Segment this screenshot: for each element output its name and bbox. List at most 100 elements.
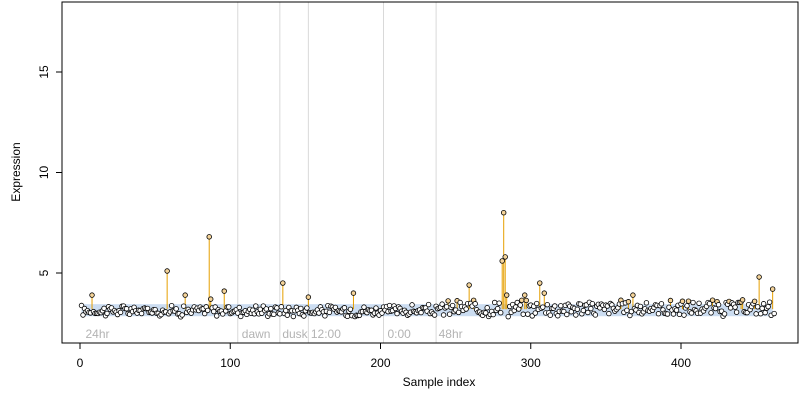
sample-point (733, 309, 740, 315)
sample-point (499, 258, 505, 264)
y-tick-label: 5 (37, 269, 51, 276)
sample-point (221, 288, 227, 294)
sample-point (494, 305, 501, 312)
sample-point (214, 313, 220, 319)
x-tick-label: 0 (77, 356, 84, 370)
sample-point (226, 304, 232, 310)
sample-point (577, 301, 584, 307)
sample-point (274, 305, 280, 311)
sample-point (690, 299, 696, 306)
sample-point (455, 309, 462, 316)
sample-point (544, 301, 550, 308)
sample-point (637, 303, 644, 310)
sample-point (484, 305, 490, 311)
sample-point (585, 309, 591, 316)
sample-point (182, 292, 188, 298)
sample-point (446, 311, 453, 317)
sample-point (606, 310, 612, 317)
region-label: dusk (282, 327, 308, 341)
x-tick-label: 100 (220, 356, 240, 370)
sample-point (491, 299, 498, 306)
sample-point (592, 312, 599, 318)
sample-point (168, 303, 175, 309)
sample-points (78, 209, 777, 320)
sample-point (534, 300, 540, 307)
sample-point (466, 282, 472, 288)
sample-point (580, 307, 587, 314)
sample-point (425, 301, 432, 308)
sample-point (751, 298, 758, 305)
sample-point (520, 311, 526, 317)
sample-point (278, 304, 285, 310)
sample-point (440, 312, 447, 318)
sample-point (431, 312, 438, 318)
sample-point (759, 305, 765, 312)
sample-point (504, 292, 510, 298)
sample-point (679, 298, 686, 304)
sample-point (673, 307, 680, 313)
sample-point (706, 300, 713, 307)
sample-point (540, 304, 546, 310)
sample-point (490, 311, 496, 318)
sample-point (80, 312, 86, 318)
sample-point (332, 304, 339, 311)
sample-point (104, 310, 110, 317)
sample-point (573, 312, 579, 318)
sample-point (574, 306, 581, 312)
sample-point (179, 312, 185, 318)
sample-point (564, 311, 570, 318)
sample-point (123, 306, 130, 312)
sample-point (523, 297, 529, 304)
sample-point (263, 306, 270, 312)
sample-point (206, 234, 212, 240)
vertical-lines (237, 2, 437, 343)
sample-point (449, 302, 456, 309)
sample-point (280, 280, 286, 286)
sample-point (236, 304, 242, 311)
sample-point (522, 292, 528, 298)
sample-point (589, 301, 596, 307)
plot-frame (61, 1, 799, 344)
sample-point (517, 302, 523, 308)
sample-point (501, 209, 507, 216)
sample-point (301, 313, 307, 319)
sample-point (443, 304, 450, 310)
region-label: 0:00 (388, 327, 412, 341)
region-label: 48hr (439, 327, 463, 341)
x-tick-label: 200 (370, 356, 390, 370)
sample-point (766, 299, 773, 305)
sample-point (463, 306, 469, 312)
sample-point (373, 305, 379, 311)
sample-point (101, 305, 107, 312)
sample-point (685, 298, 692, 304)
sample-point (532, 310, 538, 316)
sample-point (756, 274, 762, 280)
sample-point (670, 311, 677, 317)
sample-point (684, 303, 690, 309)
spike-lines (91, 212, 774, 310)
sample-point (624, 307, 630, 314)
sample-point (117, 309, 124, 316)
sample-point (712, 305, 719, 312)
sample-point (630, 292, 636, 298)
sample-point (757, 311, 764, 317)
sample-point (525, 311, 531, 317)
sample-point (164, 268, 170, 274)
y-axis-label: Expression (9, 142, 23, 201)
sample-point (138, 310, 145, 317)
sample-point (765, 303, 771, 310)
sample-point (394, 310, 400, 317)
sample-point (418, 309, 424, 316)
y-tick-label: 10 (37, 166, 51, 180)
sample-point (361, 304, 367, 310)
sample-point (496, 300, 502, 306)
sample-point (762, 309, 768, 316)
x-tick-label: 300 (521, 356, 541, 370)
region-label: 24hr (86, 327, 110, 341)
sample-point (202, 310, 208, 317)
sample-point (588, 305, 594, 312)
sample-point (625, 299, 632, 305)
axes: 0 100 200 300 400 5 10 15 (37, 1, 799, 370)
sample-point (386, 302, 393, 309)
